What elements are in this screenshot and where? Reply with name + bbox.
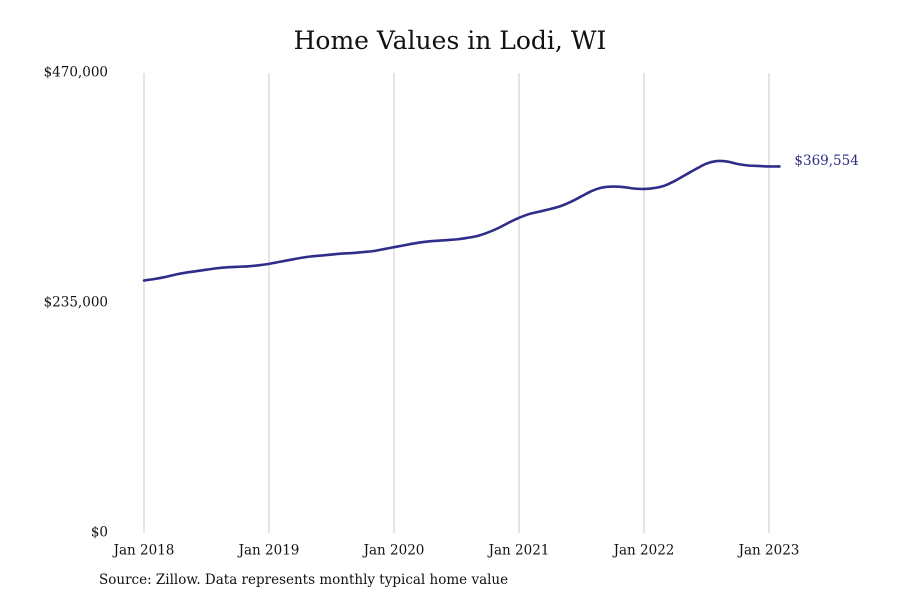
chart-title: Home Values in Lodi, WI <box>293 26 607 55</box>
y-axis-ticks: $0 $235,000 $470,000 <box>44 65 108 541</box>
x-tick-label-0: Jan 2018 <box>112 543 175 559</box>
x-tick-label-1: Jan 2019 <box>237 543 300 559</box>
y-tick-label-2: $470,000 <box>44 65 108 81</box>
x-tick-label-5: Jan 2023 <box>737 543 800 559</box>
x-tick-label-3: Jan 2021 <box>487 543 550 559</box>
x-tick-label-2: Jan 2020 <box>362 543 425 559</box>
y-tick-label-1: $235,000 <box>44 295 108 311</box>
x-axis-ticks: Jan 2018 Jan 2019 Jan 2020 Jan 2021 Jan 2022… <box>112 543 800 559</box>
x-tick-label-4: Jan 2022 <box>612 543 675 559</box>
series-line-home-value <box>142 159 781 282</box>
grid-layer <box>143 73 770 533</box>
end-value-label: $369,554 <box>794 153 858 169</box>
y-tick-label-0: $0 <box>91 525 108 541</box>
source-note: Source: Zillow. Data represents monthly … <box>99 572 509 588</box>
